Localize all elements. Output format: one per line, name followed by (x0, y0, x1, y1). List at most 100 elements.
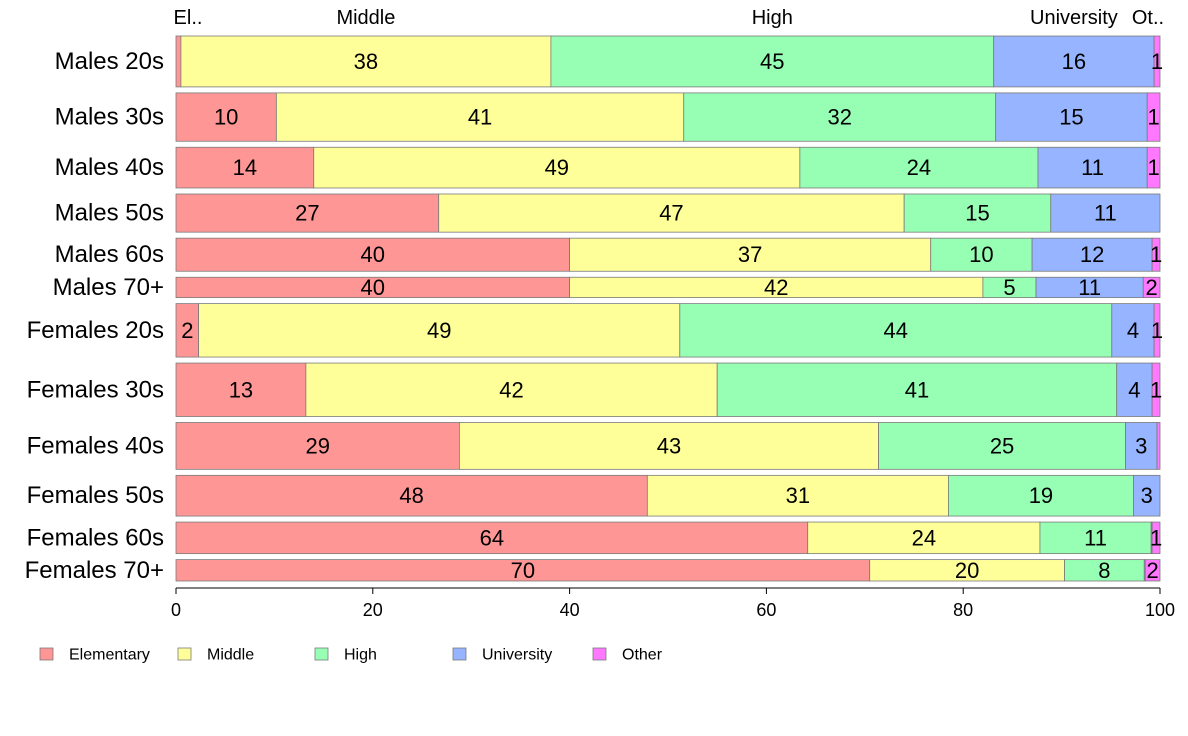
legend-item: Middle (177, 647, 254, 664)
bar-segment-elementary (175, 193, 440, 233)
bar-segment-middle (313, 146, 801, 189)
row-label: Females 30s (27, 376, 164, 403)
data-label: 4 (1127, 318, 1139, 343)
data-label: 19 (1029, 483, 1053, 508)
data-label: 1 (1150, 377, 1162, 402)
bar-segment-other (1142, 276, 1161, 299)
bar-row: 2 49 44 4 1 (175, 303, 1163, 358)
bar-segment-elementary (175, 521, 809, 555)
bar-segment-elementary (175, 362, 307, 417)
bar-segment-high (930, 237, 1033, 272)
data-label: 29 (305, 433, 329, 458)
top-label-high: High (752, 7, 793, 29)
data-label: 1 (1150, 242, 1162, 267)
bar-segment-middle (198, 303, 681, 358)
data-label: 16 (1062, 49, 1086, 74)
bar-segment-other (1156, 422, 1161, 470)
data-label: 1 (1147, 105, 1159, 130)
row-label: Females 50s (27, 482, 164, 509)
data-label: 45 (760, 49, 784, 74)
data-label: 44 (884, 318, 908, 343)
data-label: 2 (181, 318, 193, 343)
bar-segment-university (1133, 474, 1161, 517)
row-label: Males 70+ (53, 274, 164, 301)
legend-swatch (39, 647, 54, 661)
legend-item: Elementary (39, 647, 150, 664)
row-label: Males 30s (55, 104, 164, 131)
bar-row: 13 42 41 4 1 (175, 362, 1162, 417)
bar-segment-high (799, 146, 1039, 189)
top-label-elementary: El.. (174, 7, 203, 29)
bar-segment-high (878, 422, 1126, 470)
bar-segment-middle (569, 237, 932, 272)
bar-segment-other (1151, 237, 1161, 272)
bar-segment-middle (180, 35, 552, 88)
bar-row: 48 31 19 3 (175, 474, 1161, 517)
bar-segment-elementary (175, 35, 182, 88)
bar-segment-middle (458, 422, 879, 470)
legend-label: Elementary (69, 647, 150, 664)
top-label-other: Ot.. (1132, 7, 1164, 29)
x-tick-label: 60 (756, 600, 776, 620)
data-label: 1 (1151, 318, 1163, 343)
bar-segment-elementary (175, 422, 460, 470)
bar-segment-other (1146, 92, 1161, 142)
data-label: 1 (1150, 525, 1162, 550)
bar-segment-high (550, 35, 995, 88)
bar-row: 29 43 25 3 (175, 422, 1161, 470)
data-label: 41 (468, 105, 492, 130)
data-label: 31 (786, 483, 810, 508)
bar-segment-high (716, 362, 1118, 417)
row-label: Females 20s (27, 317, 164, 344)
row-label: Females 60s (27, 524, 164, 551)
bar-segment-other (1151, 362, 1161, 417)
data-label: 5 (1003, 275, 1015, 300)
bar-segment-other (1144, 559, 1161, 582)
bar-segment-other (1146, 146, 1161, 189)
bar-segment-university (993, 35, 1155, 88)
data-label: 64 (480, 525, 504, 550)
data-label: 11 (1084, 525, 1107, 550)
bar-segment-middle (646, 474, 949, 517)
x-tick-label: 40 (560, 600, 580, 620)
data-label: 11 (1081, 155, 1104, 180)
data-label: 11 (1094, 201, 1117, 226)
row-labels: Males 20s Males 30s Males 40s Males 50s Male… (25, 48, 164, 584)
data-label: 3 (1141, 483, 1153, 508)
bar-segment-middle (275, 92, 685, 142)
bar-segment-elementary (175, 474, 648, 517)
bar-row: 14 49 24 11 1 (175, 146, 1161, 189)
legend-swatch (314, 647, 329, 661)
bar-row: 40 42 5 11 2 (175, 275, 1161, 300)
bar-segment-elementary (175, 146, 315, 189)
bar-segment-elementary (175, 237, 571, 272)
bar-row: 38 45 16 1 (175, 35, 1163, 88)
data-label: 10 (969, 242, 993, 267)
row-label: Males 60s (55, 241, 164, 268)
x-axis: 0 20 40 60 80 100 (171, 587, 1175, 620)
data-label: 15 (1059, 105, 1083, 130)
legend-item: High (314, 647, 377, 664)
bar-segment-university (1037, 146, 1148, 189)
legend-label: Other (622, 647, 663, 664)
data-label: 4 (1128, 377, 1140, 402)
data-label: 49 (427, 318, 451, 343)
legend-label: Middle (207, 647, 254, 664)
data-label: 25 (990, 433, 1014, 458)
bar-segment-middle (305, 362, 718, 417)
data-label: 40 (361, 275, 385, 300)
data-label: 20 (955, 558, 979, 583)
data-label: 1 (1147, 155, 1159, 180)
x-tick-label: 80 (953, 600, 973, 620)
top-label-university: University (1030, 7, 1118, 29)
bar-segment-university (1050, 193, 1161, 233)
data-label: 10 (214, 105, 238, 130)
bar-segment-high (679, 303, 1113, 358)
top-category-labels: El.. Middle High University Ot.. (174, 7, 1165, 29)
bar-segment-university (995, 92, 1148, 142)
row-label: Males 40s (55, 154, 164, 181)
x-tick-label: 100 (1145, 600, 1175, 620)
data-label: 24 (907, 155, 931, 180)
legend-swatch (592, 647, 607, 661)
